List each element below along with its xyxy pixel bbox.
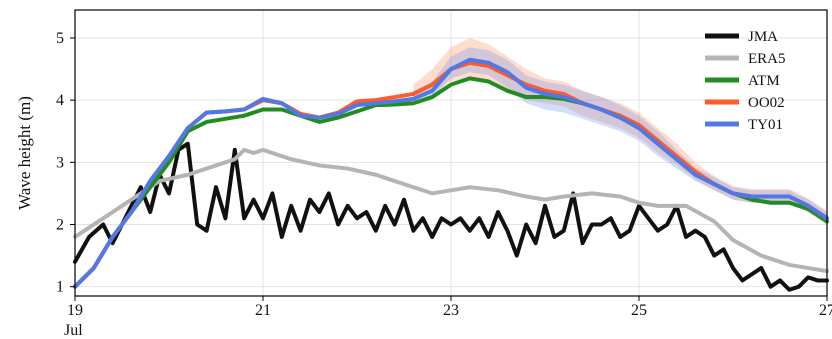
spread-band-ty01 bbox=[413, 47, 827, 225]
legend-label-atm: ATM bbox=[748, 73, 780, 89]
spread-bands bbox=[413, 37, 827, 225]
x-tick-label: 19 bbox=[67, 302, 83, 319]
legend-label-jma: JMA bbox=[748, 29, 778, 45]
y-tick-label: 1 bbox=[56, 279, 64, 296]
series-line-ty01 bbox=[73, 57, 829, 289]
x-tick-label: 21 bbox=[255, 302, 271, 319]
legend: JMA ERA5 ATM OO02 TY01 bbox=[705, 29, 786, 133]
y-tick-label: 4 bbox=[56, 92, 64, 109]
legend-label-ty01: TY01 bbox=[748, 117, 783, 133]
y-tick-label: 2 bbox=[56, 217, 64, 234]
x-tick-label: 23 bbox=[443, 302, 459, 319]
series-line-jma bbox=[73, 141, 829, 292]
y-tick-label: 5 bbox=[56, 30, 64, 47]
x-tick-label: 27 bbox=[819, 302, 832, 319]
series-lines bbox=[73, 57, 829, 292]
spread-band-oo02 bbox=[413, 37, 827, 225]
x-axis-month-label: Jul bbox=[64, 322, 83, 339]
legend-label-oo02: OO02 bbox=[748, 95, 785, 111]
y-tick-label: 3 bbox=[56, 154, 64, 171]
y-axis-label: Wave height (m) bbox=[15, 96, 34, 210]
series-line-era5 bbox=[73, 147, 829, 274]
x-tick-label: 25 bbox=[631, 302, 647, 319]
legend-label-era5: ERA5 bbox=[748, 51, 786, 67]
